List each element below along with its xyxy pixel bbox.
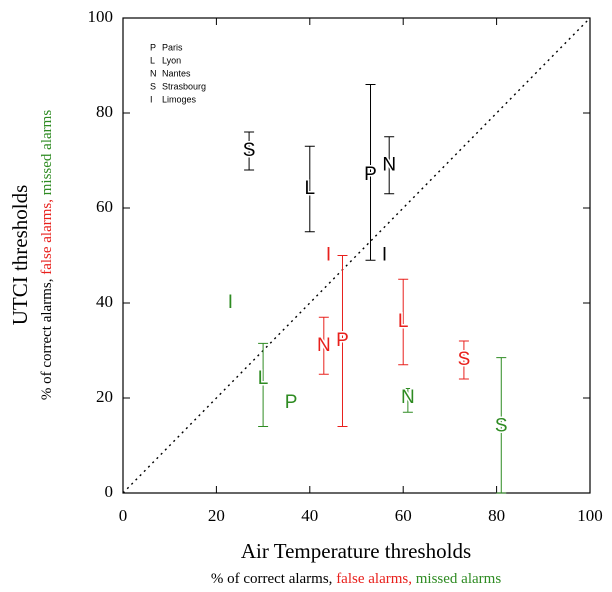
legend-code: P bbox=[150, 42, 156, 52]
note-correct: % of correct alarms, bbox=[39, 279, 55, 401]
x-tick-label: 20 bbox=[208, 506, 225, 525]
legend-name: Nantes bbox=[162, 68, 191, 78]
legend-name: Strasbourg bbox=[162, 81, 206, 91]
y-tick-label: 0 bbox=[105, 482, 114, 501]
y-tick-label: 80 bbox=[96, 102, 113, 121]
error-bar bbox=[365, 84, 376, 261]
y-tick-label: 60 bbox=[96, 197, 113, 216]
legend-code: I bbox=[150, 94, 153, 104]
error-bar bbox=[304, 145, 315, 233]
x-tick-label: 80 bbox=[488, 506, 505, 525]
x-tick-label: 0 bbox=[119, 506, 128, 525]
note-false: false alarms, bbox=[39, 199, 55, 275]
y-tick-label: 100 bbox=[88, 7, 114, 26]
x-tick-label: 60 bbox=[395, 506, 412, 525]
error-bar bbox=[398, 278, 409, 366]
legend-name: Limoges bbox=[162, 94, 197, 104]
y-axis-note: % of correct alarms, false alarms, misse… bbox=[39, 110, 55, 400]
point-letter: P bbox=[336, 330, 349, 351]
point-letter: I bbox=[228, 292, 233, 313]
error-bar bbox=[402, 388, 413, 413]
y-axis-label: UTCI thresholds bbox=[8, 185, 32, 326]
point-letter: S bbox=[495, 416, 508, 437]
point-letter: L bbox=[258, 368, 269, 389]
point-letter: L bbox=[305, 178, 316, 199]
note-false: false alarms, bbox=[336, 571, 412, 587]
point-letter: N bbox=[401, 387, 415, 408]
x-axis-note: % of correct alarms, false alarms, misse… bbox=[211, 571, 501, 587]
note-missed: missed alarms bbox=[416, 571, 502, 587]
error-bar bbox=[496, 357, 507, 494]
note-missed: missed alarms bbox=[39, 110, 55, 196]
x-tick-label: 100 bbox=[577, 506, 603, 525]
point-letter: I bbox=[326, 245, 331, 266]
point-letter: N bbox=[317, 335, 331, 356]
legend-code: L bbox=[150, 55, 155, 65]
x-tick-label: 40 bbox=[301, 506, 318, 525]
legend-name: Lyon bbox=[162, 55, 181, 65]
y-tick-label: 20 bbox=[96, 387, 113, 406]
error-bar bbox=[258, 342, 269, 427]
legend-code: N bbox=[150, 68, 157, 78]
point-letter: I bbox=[382, 245, 387, 266]
point-letter: S bbox=[243, 140, 256, 161]
error-bar bbox=[318, 316, 329, 375]
x-axis-label: Air Temperature thresholds bbox=[241, 539, 471, 563]
plot-frame bbox=[122, 17, 591, 494]
point-letter: S bbox=[458, 349, 471, 370]
note-correct: % of correct alarms, bbox=[211, 571, 333, 587]
legend-name: Paris bbox=[162, 42, 183, 52]
point-letter: L bbox=[398, 311, 409, 332]
error-bar bbox=[244, 131, 255, 171]
error-bar bbox=[337, 255, 348, 427]
error-bar bbox=[384, 136, 395, 195]
point-letter: P bbox=[285, 392, 298, 413]
y-tick-label: 40 bbox=[96, 292, 113, 311]
legend-code: S bbox=[150, 81, 156, 91]
error-bar bbox=[458, 340, 469, 380]
point-letter: P bbox=[364, 164, 377, 185]
point-letter: N bbox=[382, 154, 396, 175]
